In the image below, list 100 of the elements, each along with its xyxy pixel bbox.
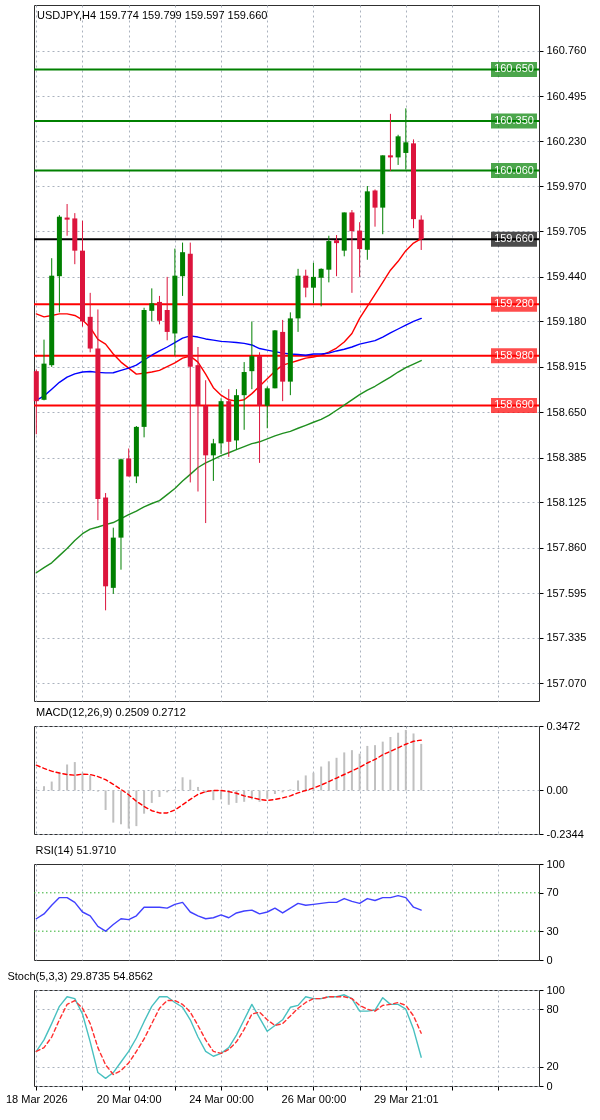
bar xyxy=(412,733,415,791)
bar xyxy=(320,766,323,791)
y-tick-label: -0.2344 xyxy=(546,827,584,840)
candlestick xyxy=(210,438,216,482)
y-tick-label: 160.495 xyxy=(546,89,587,102)
ref-line-label: 158.980 xyxy=(494,348,534,361)
y-tick-label: 100 xyxy=(546,857,565,870)
candlestick xyxy=(149,287,155,322)
candlestick xyxy=(318,267,324,307)
bar xyxy=(81,772,84,791)
bar xyxy=(304,775,307,791)
candlestick xyxy=(334,234,340,277)
candlestick xyxy=(303,269,309,298)
chart-title: USDJPY,H4 159.774 159.799 159.597 159.660 xyxy=(37,9,268,21)
ref-line-label: 160.350 xyxy=(494,113,534,126)
candlestick xyxy=(249,320,255,390)
chart-title: MACD(12,26,9) 0.2509 0.2712 xyxy=(36,706,186,718)
y-tick-label: 80 xyxy=(546,1002,559,1015)
y-tick-label: 158.915 xyxy=(546,360,587,373)
bar xyxy=(104,790,107,810)
candlestick xyxy=(164,276,170,341)
candlestick xyxy=(241,361,247,431)
bar xyxy=(297,780,300,791)
bar xyxy=(397,732,400,791)
bar xyxy=(143,790,146,814)
y-tick-label: 0 xyxy=(546,1079,553,1092)
bar xyxy=(381,741,384,791)
candlestick xyxy=(418,214,424,251)
candlestick xyxy=(180,242,186,297)
y-tick-label: 70 xyxy=(546,886,559,899)
candlestick xyxy=(264,386,270,429)
y-tick-label: 100 xyxy=(546,983,565,996)
bar xyxy=(420,743,423,791)
y-tick-label: 157.860 xyxy=(546,541,587,554)
bar xyxy=(404,729,407,791)
bar xyxy=(135,790,138,827)
bar xyxy=(350,750,353,791)
bar xyxy=(189,779,192,791)
line-series xyxy=(35,894,422,932)
bar xyxy=(266,790,269,799)
x-tick-label: 20 Mar 04:00 xyxy=(96,1092,162,1105)
candlestick xyxy=(395,134,401,166)
bar xyxy=(158,790,161,797)
y-tick-label: 159.180 xyxy=(546,314,587,327)
bar xyxy=(343,752,346,791)
candlestick xyxy=(156,295,162,325)
bar xyxy=(273,790,276,794)
x-tick-label: 29 Mar 21:01 xyxy=(373,1092,439,1105)
bar xyxy=(212,790,215,801)
line-series xyxy=(35,739,422,814)
y-tick-label: 160.230 xyxy=(546,134,587,147)
bar xyxy=(258,790,261,802)
bar xyxy=(119,790,122,825)
y-tick-label: 20 xyxy=(546,1060,559,1073)
candlestick xyxy=(372,188,378,228)
candlestick xyxy=(387,113,393,172)
y-tick-label: 158.125 xyxy=(546,495,587,508)
y-tick-label: 30 xyxy=(546,924,559,937)
bar xyxy=(327,761,330,791)
y-tick-label: 158.385 xyxy=(546,451,587,464)
y-tick-label: 160.760 xyxy=(546,44,587,57)
candlestick xyxy=(310,262,316,304)
y-tick-label: 0.00 xyxy=(546,783,568,796)
chart-title: RSI(14) 51.9710 xyxy=(35,844,117,856)
x-tick-label: 18 Mar 2026 xyxy=(5,1092,68,1105)
ref-line-label: 160.650 xyxy=(494,62,534,75)
x-tick-label: 24 Mar 00:00 xyxy=(189,1092,254,1105)
y-tick-label: 157.070 xyxy=(546,676,587,689)
bar xyxy=(73,762,76,791)
bar xyxy=(112,790,115,823)
candlestick xyxy=(357,221,363,278)
bar xyxy=(358,753,361,791)
bar xyxy=(389,736,392,791)
bar xyxy=(127,790,130,829)
candlestick xyxy=(349,209,355,294)
y-tick-label: 0 xyxy=(546,953,553,966)
ref-line-label: 159.280 xyxy=(494,297,534,310)
y-tick-label: 159.440 xyxy=(546,270,587,283)
candlestick xyxy=(126,447,132,477)
chart-title: Stoch(5,3,3) 29.8735 54.8562 xyxy=(7,970,153,982)
bar xyxy=(181,777,184,791)
ref-line-label: 159.660 xyxy=(494,232,534,245)
bar xyxy=(335,757,338,791)
y-tick-label: 158.650 xyxy=(546,405,587,418)
bar xyxy=(66,764,69,791)
ref-line-label: 158.690 xyxy=(494,398,534,411)
x-tick-label: 26 Mar 00:00 xyxy=(281,1092,347,1105)
y-tick-label: 0.3472 xyxy=(546,719,581,732)
bar xyxy=(89,775,92,791)
y-tick-label: 159.705 xyxy=(546,224,587,237)
candlestick xyxy=(64,203,70,237)
bar xyxy=(374,745,377,791)
y-tick-label: 157.335 xyxy=(546,631,587,644)
y-tick-label: 157.595 xyxy=(546,586,587,599)
bar xyxy=(366,745,369,791)
line-series xyxy=(35,359,422,574)
y-tick-label: 159.970 xyxy=(546,179,587,192)
bar xyxy=(150,790,153,803)
ref-line-label: 160.060 xyxy=(494,163,534,176)
bar xyxy=(227,790,230,805)
